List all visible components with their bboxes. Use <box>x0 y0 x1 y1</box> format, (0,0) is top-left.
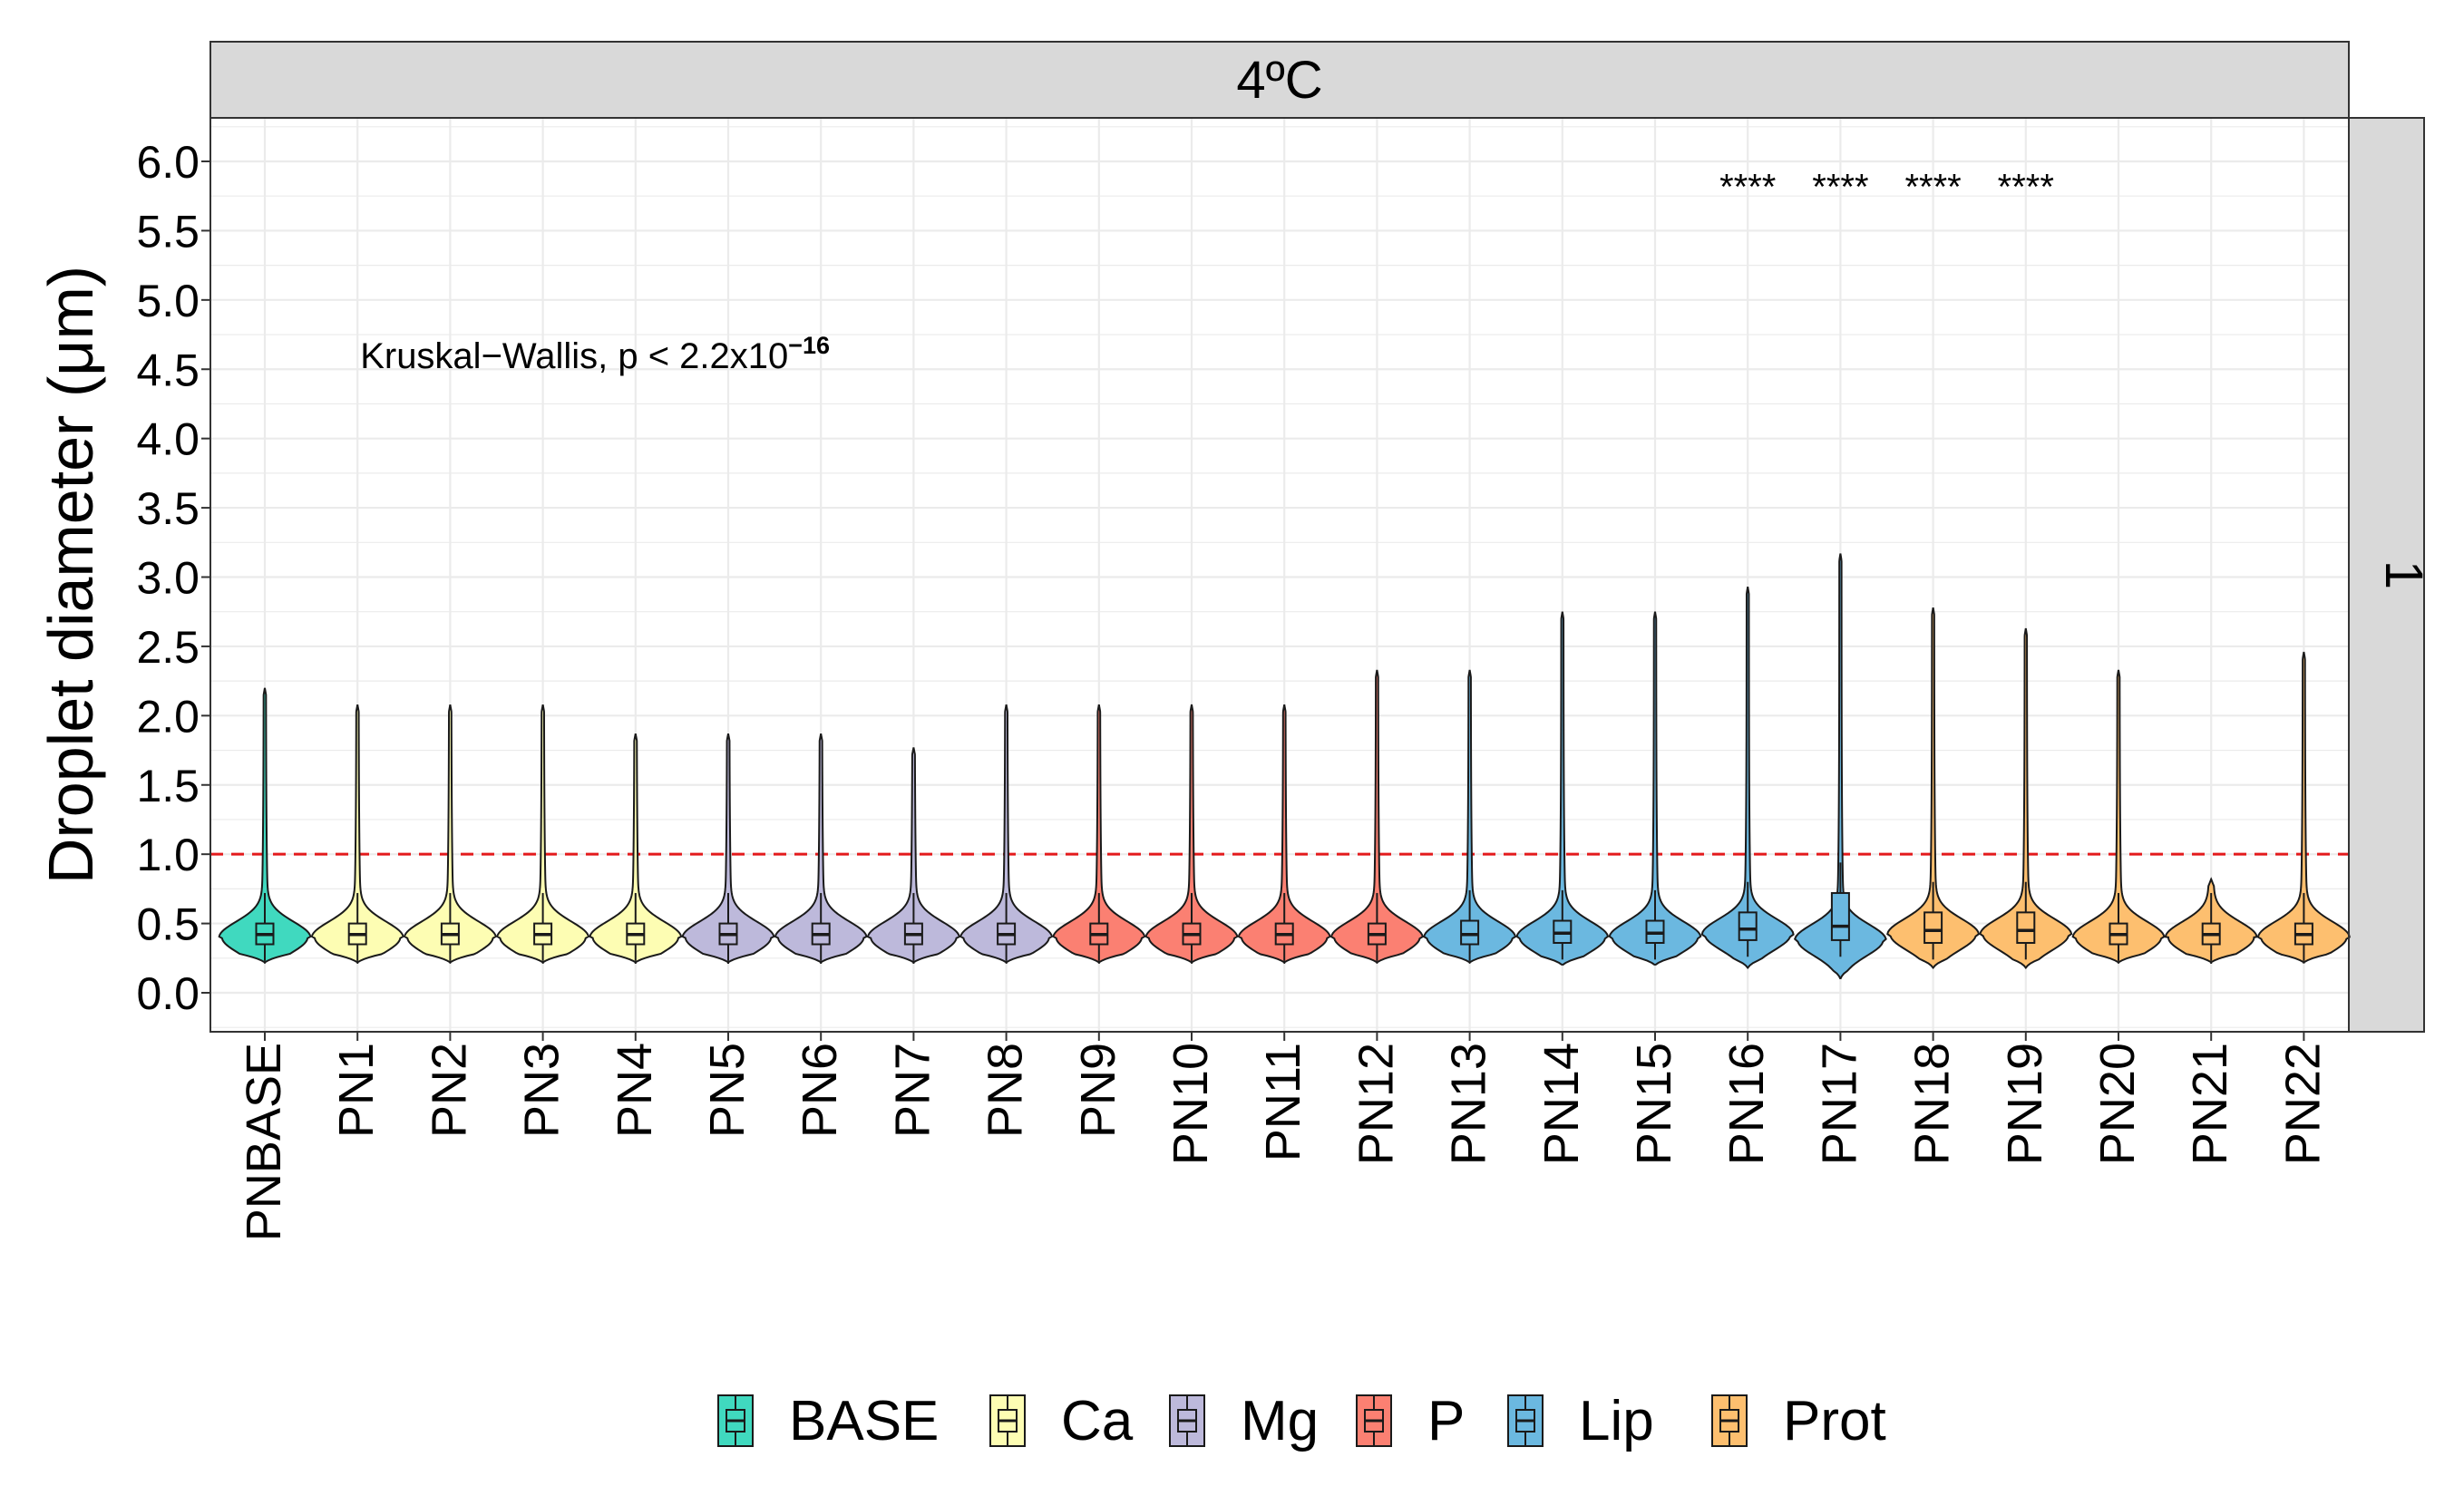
y-axis-title: Droplet diameter (μm) <box>35 266 106 884</box>
y-tick-label: 5.5 <box>136 206 200 257</box>
kruskal-wallis-exponent: −16 <box>788 332 830 359</box>
significance-labels: **** **** **** **** <box>1719 168 2054 208</box>
kruskal-wallis-text: Kruskal−Wallis, p < 2.2x10 <box>360 336 788 376</box>
violin-PN1 <box>310 704 404 964</box>
x-tick-label: PN17 <box>1812 1043 1866 1165</box>
x-tick-label: PN20 <box>2090 1043 2145 1165</box>
legend-label: P <box>1427 1390 1465 1452</box>
violin-PN10 <box>1144 704 1239 964</box>
legend-label: Lip <box>1579 1390 1654 1452</box>
legend-item-ca: Ca <box>989 1390 1134 1452</box>
legend-item-base: BASE <box>717 1390 939 1452</box>
top-facet-strip <box>209 41 2350 119</box>
y-tick-label: 2.5 <box>136 622 200 673</box>
x-tick-label: PN12 <box>1349 1043 1403 1165</box>
x-tick-label: PN8 <box>979 1043 1033 1138</box>
y-tick-label: 4.0 <box>136 414 200 465</box>
legend-item-prot: Prot <box>1711 1390 1886 1452</box>
violin-PN3 <box>496 704 590 964</box>
legend: BASE Ca Mg P Lip Prot <box>717 1390 1886 1452</box>
significance-label: **** <box>1812 168 1868 208</box>
x-tick-label: PN22 <box>2275 1043 2330 1165</box>
y-tick-label: 4.5 <box>136 345 200 395</box>
box-PN17 <box>1830 891 1850 941</box>
x-tick-label: PN21 <box>2183 1043 2237 1165</box>
violin-PN14 <box>1515 611 1610 966</box>
violin-PN19 <box>1979 627 2073 970</box>
box-PN13 <box>1460 919 1480 946</box>
legend-item-mg: Mg <box>1169 1390 1319 1452</box>
x-tick-label: PN6 <box>793 1043 847 1138</box>
legend-label: Ca <box>1061 1390 1134 1452</box>
boxplots <box>255 862 2313 961</box>
x-tick-label: PNBASE <box>237 1043 291 1241</box>
x-tick-label: PN14 <box>1534 1043 1589 1165</box>
y-tick-label: 5.0 <box>136 276 200 326</box>
y-tick-label: 1.5 <box>136 761 200 811</box>
x-tick-label: PN18 <box>1905 1043 1960 1165</box>
violin-PN11 <box>1237 704 1331 964</box>
box-PN19 <box>2016 911 2036 944</box>
violin-PN4 <box>589 733 683 964</box>
violin-PN12 <box>1329 669 1424 964</box>
legend-item-lip: Lip <box>1507 1390 1654 1452</box>
y-tick-label: 3.5 <box>136 483 200 534</box>
significance-label: **** <box>1904 168 1961 208</box>
box-PN16 <box>1738 911 1758 941</box>
y-tick-label: 2.0 <box>136 691 200 742</box>
right-facet-label: 1 <box>2374 560 2433 589</box>
violin-PN8 <box>959 704 1054 964</box>
x-tick-label: PN13 <box>1442 1043 1496 1165</box>
legend-item-p: P <box>1356 1390 1465 1452</box>
violin-PN20 <box>2071 669 2166 964</box>
x-tick-label: PN7 <box>885 1043 940 1138</box>
violin-PN9 <box>1052 704 1146 964</box>
x-tick-label: PN16 <box>1719 1043 1774 1165</box>
y-tick-label: 6.0 <box>136 137 200 188</box>
significance-label: **** <box>1998 168 2054 208</box>
x-tick-label: PN15 <box>1627 1043 1681 1165</box>
violins <box>218 553 2351 982</box>
y-tick-label: 0.5 <box>136 899 200 950</box>
x-axis: PNBASE PN1 PN2 PN3 PN4 PN5 PN6 PN7 PN8 PN9 PN10 PN1… <box>237 1032 2330 1241</box>
x-tick-label: PN9 <box>1071 1043 1125 1138</box>
top-facet-label: 4ºC <box>1236 51 1322 110</box>
x-tick-label: PN3 <box>515 1043 570 1138</box>
box-PN18 <box>1923 911 1943 944</box>
x-tick-label: PN2 <box>422 1043 476 1138</box>
plot-panel-border <box>209 117 2350 1033</box>
x-tick-label: PN10 <box>1164 1043 1218 1165</box>
kruskal-wallis-annotation: Kruskal−Wallis, p < 2.2x10−16 <box>360 332 830 376</box>
violin-PN7 <box>866 747 960 964</box>
right-facet-strip <box>2348 117 2425 1033</box>
violin-PN16 <box>1700 587 1795 970</box>
violin-PN5 <box>681 733 775 964</box>
x-tick-label: PN11 <box>1256 1043 1310 1161</box>
y-tick-label: 0.0 <box>136 968 200 1019</box>
x-tick-label: PN1 <box>329 1043 384 1138</box>
y-tick-label: 3.0 <box>136 553 200 604</box>
y-axis: 0.0 0.5 1.0 1.5 2.0 2.5 3.0 3.5 4.0 4.5 5.0 5.5 6.0 <box>136 137 210 1019</box>
significance-label: **** <box>1719 168 1776 208</box>
violin-PN6 <box>774 733 868 964</box>
violin-PN22 <box>2256 651 2351 964</box>
violin-PN13 <box>1423 669 1517 964</box>
violin-PN18 <box>1886 607 1981 970</box>
legend-label: Mg <box>1241 1390 1319 1452</box>
violin-PNBASE <box>218 687 312 964</box>
x-tick-label: PN5 <box>700 1043 755 1138</box>
y-tick-label: 1.0 <box>136 830 200 880</box>
violin-PN15 <box>1608 611 1702 966</box>
legend-label: BASE <box>789 1390 939 1452</box>
x-tick-label: PN4 <box>608 1043 662 1138</box>
legend-label: Prot <box>1783 1390 1886 1452</box>
x-tick-label: PN19 <box>1998 1043 2052 1165</box>
violin-PN2 <box>403 704 497 964</box>
violin-PN17 <box>1793 553 1887 982</box>
